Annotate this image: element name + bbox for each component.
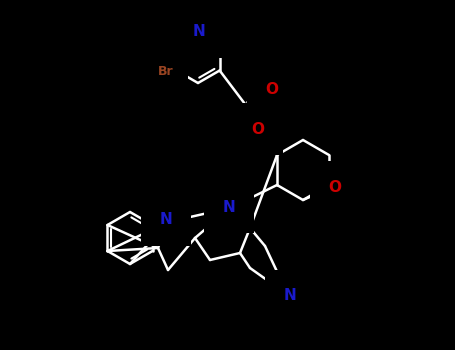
Text: N: N	[160, 212, 172, 228]
Text: O: O	[266, 82, 278, 97]
Text: N: N	[283, 288, 296, 303]
Text: N: N	[222, 199, 235, 215]
Text: O: O	[329, 180, 342, 195]
Text: O: O	[252, 121, 264, 136]
Text: Br: Br	[157, 65, 173, 78]
Text: N: N	[192, 25, 205, 40]
